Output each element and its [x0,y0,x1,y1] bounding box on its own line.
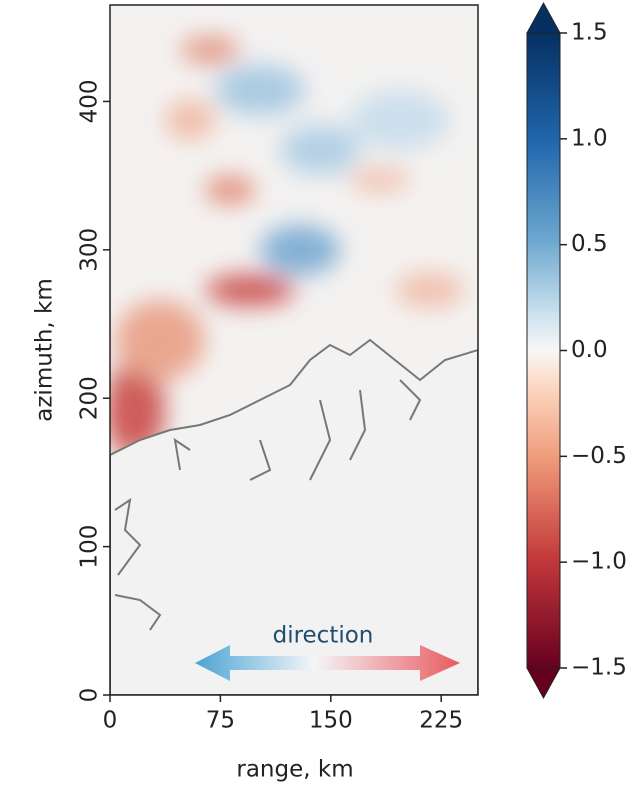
annotation: direction [273,623,374,649]
field [110,5,478,695]
colorbar-tick-label: −0.5 [571,443,627,469]
y-tick-label: 100 [77,525,103,569]
colorbar-tick-label: 0.0 [571,337,608,363]
colorbar-tick-label: 1.0 [571,125,608,151]
land [110,338,478,695]
colorbar-extend-top [526,1,561,34]
colorbar-tick-label: 0.5 [571,231,608,257]
colorbar-extend-bottom [526,667,561,700]
x-tick-label: 0 [103,708,118,734]
plot-frame [109,4,479,696]
y-tick-label: 300 [77,228,103,272]
y-tick-label: 200 [77,376,103,420]
coastline [114,379,422,631]
x-tick-label: 75 [206,708,235,734]
y-axis-label: azimuth, km [32,278,58,421]
y-tick-label: 0 [77,688,103,703]
y-tick-label: 400 [77,79,103,123]
x-tick-label: 225 [419,708,463,734]
direction-arrow [195,645,460,681]
x-axis-label: range, km [236,757,353,783]
x-tick-label: 150 [309,708,353,734]
colorbar-tick-label: −1.0 [571,549,627,575]
colorbar-tick-label: −1.5 [571,655,627,681]
colorbar [527,33,560,668]
colorbar-tick-label: 1.5 [571,20,608,46]
